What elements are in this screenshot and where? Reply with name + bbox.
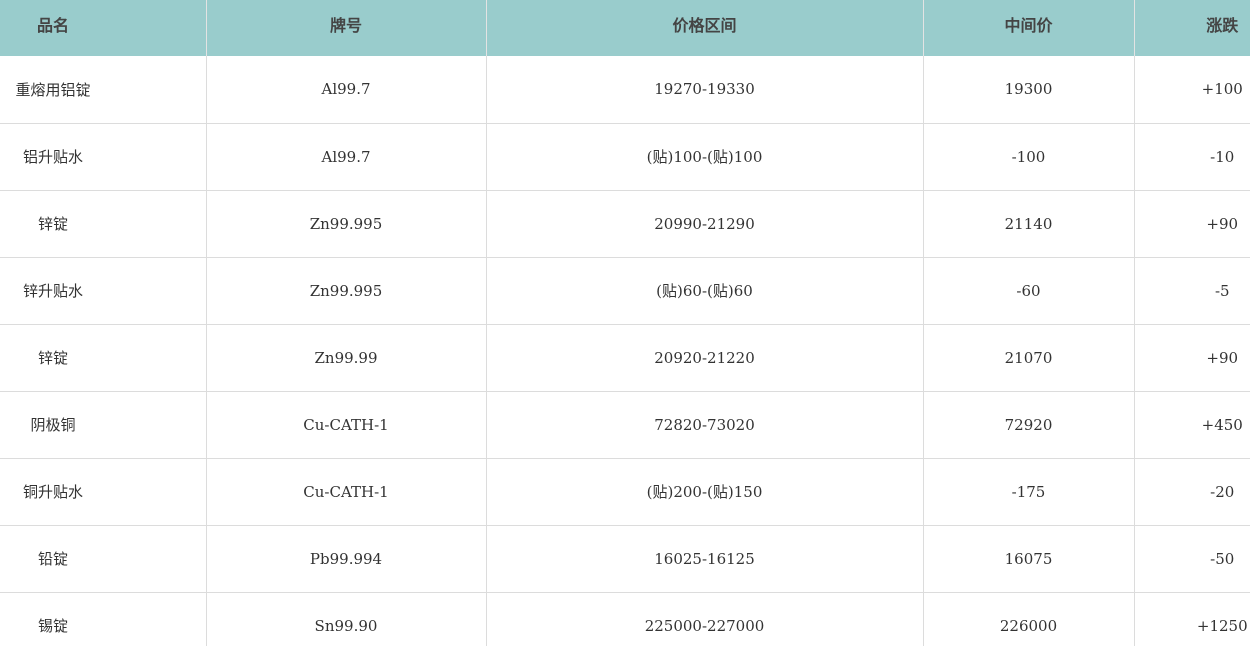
cell-price-range: 225000-227000: [485, 592, 923, 646]
cell-change: +100: [1133, 56, 1250, 124]
cell-mid-price: 16075: [922, 525, 1134, 593]
cell-grade: Cu-CATH-1: [205, 458, 486, 526]
product-name: 阴极铜: [30, 416, 76, 434]
product-name: 锡锭: [37, 617, 68, 635]
cell-grade: Cu-CATH-1: [205, 391, 486, 459]
product-name: 锌升贴水: [22, 282, 83, 300]
cell-change: +90: [1133, 324, 1250, 392]
header-change: 涨跌: [1133, 0, 1250, 56]
cell-change: +450: [1133, 391, 1250, 459]
product-name: 铜升贴水: [22, 483, 83, 501]
cell-price-range: 72820-73020: [485, 391, 923, 459]
table-row: 铜升贴水 Cu-CATH-1 (贴)200-(贴)150 -175 -20: [0, 458, 1250, 526]
product-name: 重熔用铝锭: [15, 80, 91, 99]
cell-price-range: (贴)60-(贴)60: [485, 257, 923, 325]
table-row: 重熔用铝锭 Al99.7 19270-19330 19300 +100: [0, 56, 1250, 124]
cell-grade: Sn99.90: [205, 592, 486, 646]
cell-name: 铝升贴水: [0, 123, 206, 191]
header-price-range: 价格区间: [485, 0, 923, 56]
header-mid-price: 中间价: [922, 0, 1134, 56]
cell-change: +1250: [1133, 592, 1250, 646]
cell-name: 阴极铜: [0, 391, 206, 459]
cell-mid-price: -100: [922, 123, 1134, 191]
cell-mid-price: -175: [922, 458, 1134, 526]
cell-change: +90: [1133, 190, 1250, 258]
cell-mid-price: 21140: [922, 190, 1134, 258]
cell-name: 锡锭: [0, 592, 206, 646]
cell-grade: Zn99.99: [205, 324, 486, 392]
table-row: 铝升贴水 Al99.7 (贴)100-(贴)100 -100 -10: [0, 123, 1250, 191]
cell-change: -50: [1133, 525, 1250, 593]
table-row: 阴极铜 Cu-CATH-1 72820-73020 72920 +450: [0, 391, 1250, 459]
cell-change: -5: [1133, 257, 1250, 325]
cell-name: 铜升贴水: [0, 458, 206, 526]
cell-name: 锌锭: [0, 324, 206, 392]
cell-price-range: (贴)100-(贴)100: [485, 123, 923, 191]
cell-name: 重熔用铝锭: [0, 56, 206, 124]
cell-grade: Al99.7: [205, 56, 486, 124]
cell-name: 锌锭: [0, 190, 206, 258]
cell-change: -10: [1133, 123, 1250, 191]
table-row: 锡锭 Sn99.90 225000-227000 226000 +1250: [0, 592, 1250, 646]
cell-mid-price: 19300: [922, 56, 1134, 124]
product-name: 锌锭: [37, 215, 68, 233]
product-name: 铅锭: [37, 550, 68, 568]
cell-name: 铅锭: [0, 525, 206, 593]
cell-mid-price: 226000: [922, 592, 1134, 646]
cell-grade: Zn99.995: [205, 190, 486, 258]
cell-change: -20: [1133, 458, 1250, 526]
cell-grade: Zn99.995: [205, 257, 486, 325]
header-row: 品名 牌号 价格区间 中间价 涨跌: [0, 0, 1250, 56]
cell-grade: Al99.7: [205, 123, 486, 191]
header-grade: 牌号: [205, 0, 486, 56]
product-name: 铝升贴水: [22, 148, 83, 166]
cell-grade: Pb99.994: [205, 525, 486, 593]
cell-mid-price: -60: [922, 257, 1134, 325]
cell-mid-price: 21070: [922, 324, 1134, 392]
table-row: 铅锭 Pb99.994 16025-16125 16075 -50: [0, 525, 1250, 593]
cell-price-range: 16025-16125: [485, 525, 923, 593]
cell-price-range: 20990-21290: [485, 190, 923, 258]
cell-name: 锌升贴水: [0, 257, 206, 325]
cell-price-range: (贴)200-(贴)150: [485, 458, 923, 526]
cell-price-range: 20920-21220: [485, 324, 923, 392]
table-row: 锌锭 Zn99.995 20990-21290 21140 +90: [0, 190, 1250, 258]
cell-mid-price: 72920: [922, 391, 1134, 459]
cell-price-range: 19270-19330: [485, 56, 923, 124]
header-name: 品名: [0, 0, 206, 56]
product-name: 锌锭: [37, 349, 68, 367]
table-row: 锌锭 Zn99.99 20920-21220 21070 +90: [0, 324, 1250, 392]
table-row: 锌升贴水 Zn99.995 (贴)60-(贴)60 -60 -5: [0, 257, 1250, 325]
